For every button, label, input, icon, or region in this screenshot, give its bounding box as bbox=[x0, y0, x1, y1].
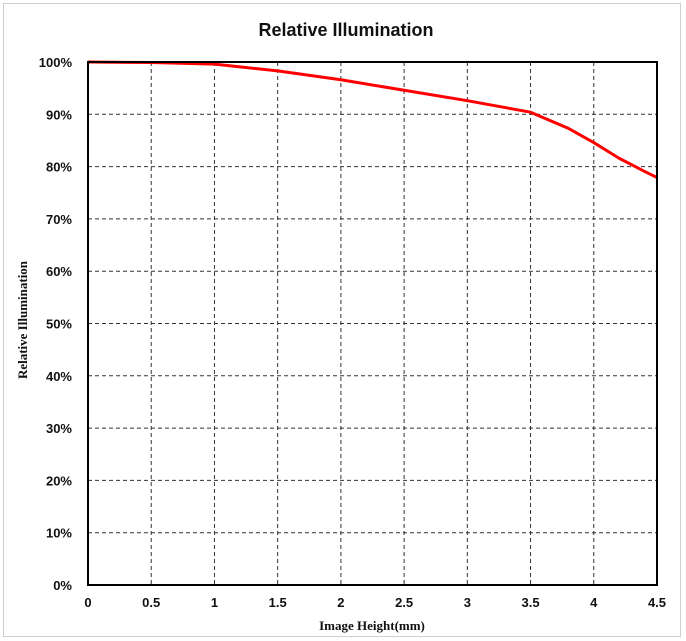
x-tick-label: 2 bbox=[337, 595, 344, 610]
y-tick-label: 70% bbox=[46, 212, 72, 227]
x-tick-label: 3.5 bbox=[522, 595, 540, 610]
x-tick-label: 0.5 bbox=[142, 595, 160, 610]
y-axis-label: Relative Illumination bbox=[15, 260, 30, 379]
x-tick-label: 2.5 bbox=[395, 595, 413, 610]
series-group bbox=[87, 60, 658, 179]
tick-labels: 0 0.5 1 1.5 2 2.5 3 3.5 4 4.5 0% 10% 20% 30% 40% 50% 60%… bbox=[39, 55, 666, 610]
plot-area-border bbox=[87, 61, 658, 586]
series-line bbox=[87, 60, 658, 179]
y-tick-label: 100% bbox=[39, 55, 73, 70]
y-tick-label: 90% bbox=[46, 107, 72, 122]
y-tick-label: 40% bbox=[46, 369, 72, 384]
x-axis-label: Image Height(mm) bbox=[319, 618, 425, 633]
x-tick-label: 1.5 bbox=[269, 595, 287, 610]
y-tick-label: 30% bbox=[46, 421, 72, 436]
x-tick-label: 4.5 bbox=[648, 595, 666, 610]
y-tick-label: 20% bbox=[46, 473, 72, 488]
x-tick-label: 3 bbox=[464, 595, 471, 610]
grid bbox=[88, 62, 657, 585]
y-tick-label: 0% bbox=[53, 578, 72, 593]
chart-title: Relative Illumination bbox=[258, 20, 433, 40]
y-tick-label: 60% bbox=[46, 264, 72, 279]
y-tick-label: 50% bbox=[46, 317, 72, 332]
y-tick-label: 80% bbox=[46, 160, 72, 175]
x-tick-label: 1 bbox=[211, 595, 218, 610]
x-tick-label: 4 bbox=[590, 595, 598, 610]
x-tick-label: 0 bbox=[84, 595, 91, 610]
y-tick-label: 10% bbox=[46, 526, 72, 541]
chart-frame bbox=[3, 3, 681, 637]
